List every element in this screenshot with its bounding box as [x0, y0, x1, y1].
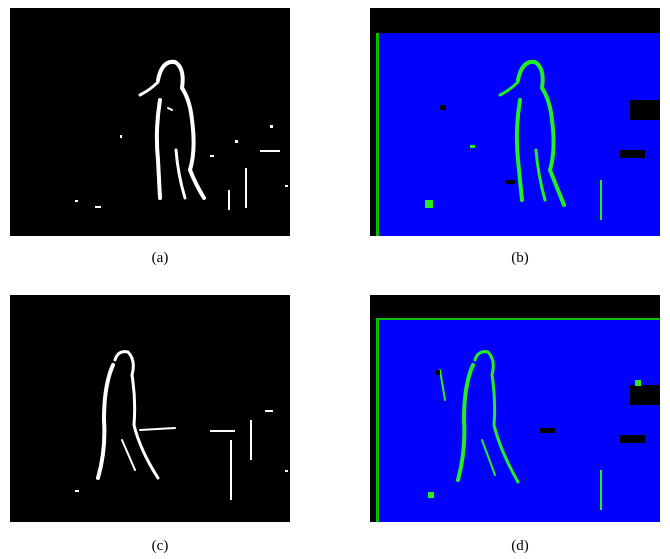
caption: (a) — [152, 250, 169, 266]
caption: (c) — [152, 538, 169, 554]
panel-d-image — [370, 295, 660, 522]
figure: (a) (b) — [0, 0, 670, 554]
caption: (b) — [511, 250, 529, 266]
panel-b-image — [370, 8, 660, 236]
panel-c-image — [10, 295, 290, 522]
panel-a-image — [10, 8, 290, 236]
caption: (d) — [511, 538, 529, 554]
